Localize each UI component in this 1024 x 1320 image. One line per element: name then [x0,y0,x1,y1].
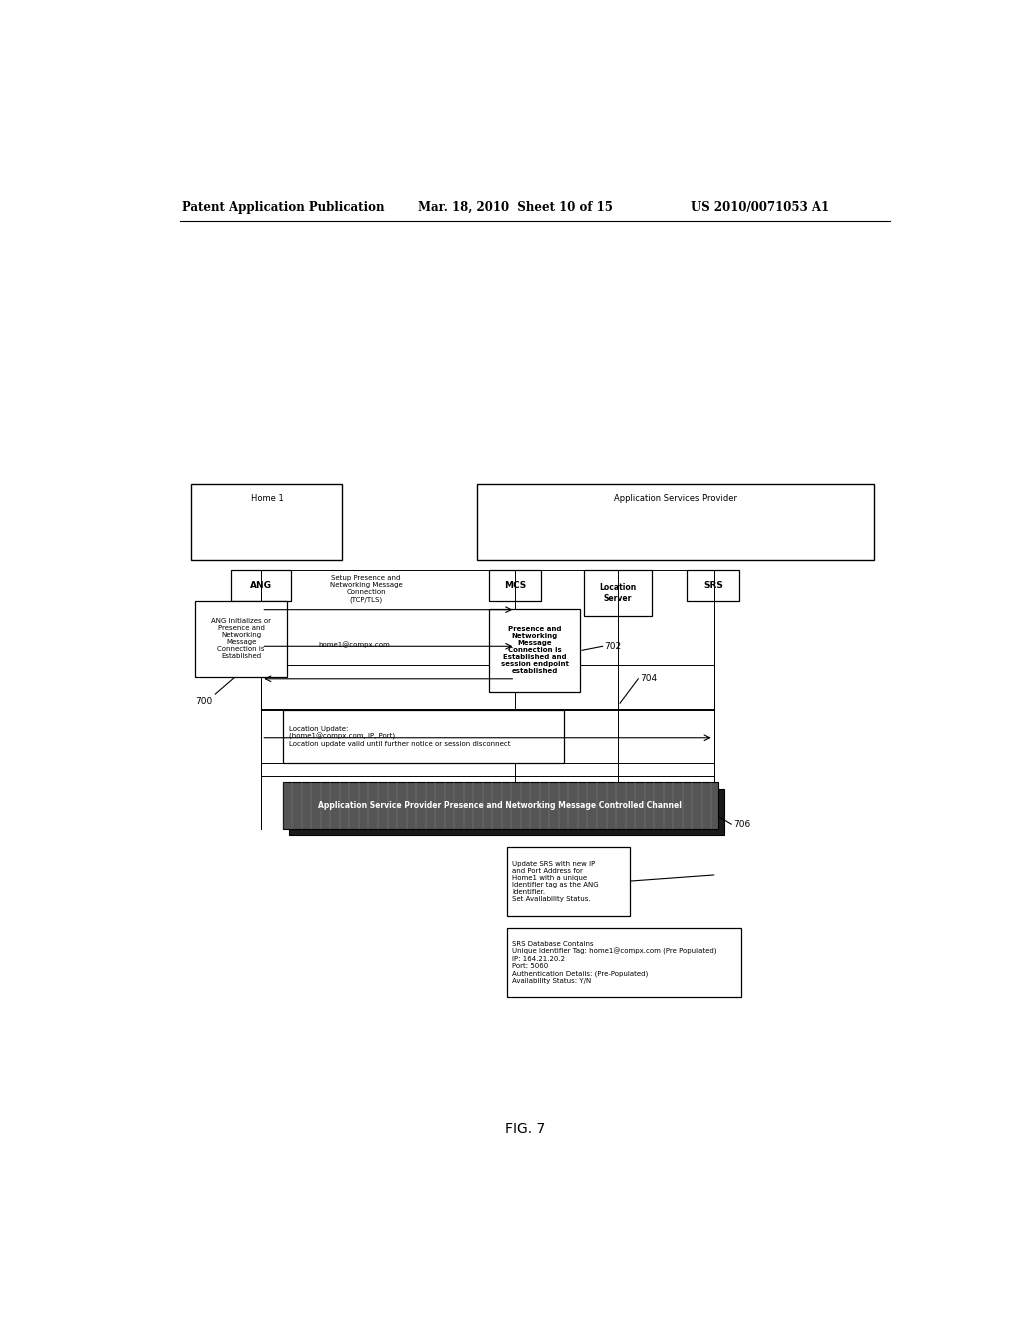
Text: FIG. 7: FIG. 7 [505,1122,545,1137]
Text: Patent Application Publication: Patent Application Publication [182,201,384,214]
Text: Application Service Provider Presence and Networking Message Controlled Channel: Application Service Provider Presence an… [318,801,682,810]
Text: 704: 704 [640,675,657,684]
Text: SRS Database Contains
Unique Identifier Tag: home1@compx.com (Pre Populated)
IP:: SRS Database Contains Unique Identifier … [512,941,717,983]
Text: SRS: SRS [703,581,723,590]
Text: Application Services Provider: Application Services Provider [614,494,737,503]
Bar [289,788,724,836]
Bar [231,570,291,601]
Bar [191,483,342,560]
Text: Update SRS with new IP
and Port Address for
Home1 with a unique
Identifier tag a: Update SRS with new IP and Port Address … [512,861,599,902]
Text: MCS: MCS [504,581,526,590]
Bar [489,609,581,692]
Bar [585,570,651,615]
Bar [507,846,631,916]
Text: 702: 702 [604,642,622,651]
Text: ANG Initializes or
Presence and
Networking
Message
Connection is
Established: ANG Initializes or Presence and Networki… [211,618,271,659]
Text: 706: 706 [733,820,750,829]
Text: Home 1: Home 1 [251,494,284,503]
Text: 700: 700 [196,697,213,706]
Text: home1@compx.com: home1@compx.com [318,642,390,648]
Text: ANG: ANG [250,581,272,590]
Bar [477,483,873,560]
Text: Presence and
Networking
Message
Connection is
Established and
session endpoint
e: Presence and Networking Message Connecti… [501,626,568,675]
Bar [507,928,741,997]
Text: US 2010/0071053 A1: US 2010/0071053 A1 [691,201,829,214]
Bar [196,601,287,677]
Text: Location Update:
(home1@compx.com, IP, Port)
Location update valid until further: Location Update: (home1@compx.com, IP, P… [289,726,511,747]
Bar [283,710,564,763]
Text: Mar. 18, 2010  Sheet 10 of 15: Mar. 18, 2010 Sheet 10 of 15 [418,201,612,214]
Bar [687,570,739,601]
Text: Setup Presence and
Networking Message
Connection
(TCP/TLS): Setup Presence and Networking Message Co… [330,576,402,602]
Text: Location
Server: Location Server [599,583,637,603]
Bar [489,570,541,601]
Bar [283,783,718,829]
